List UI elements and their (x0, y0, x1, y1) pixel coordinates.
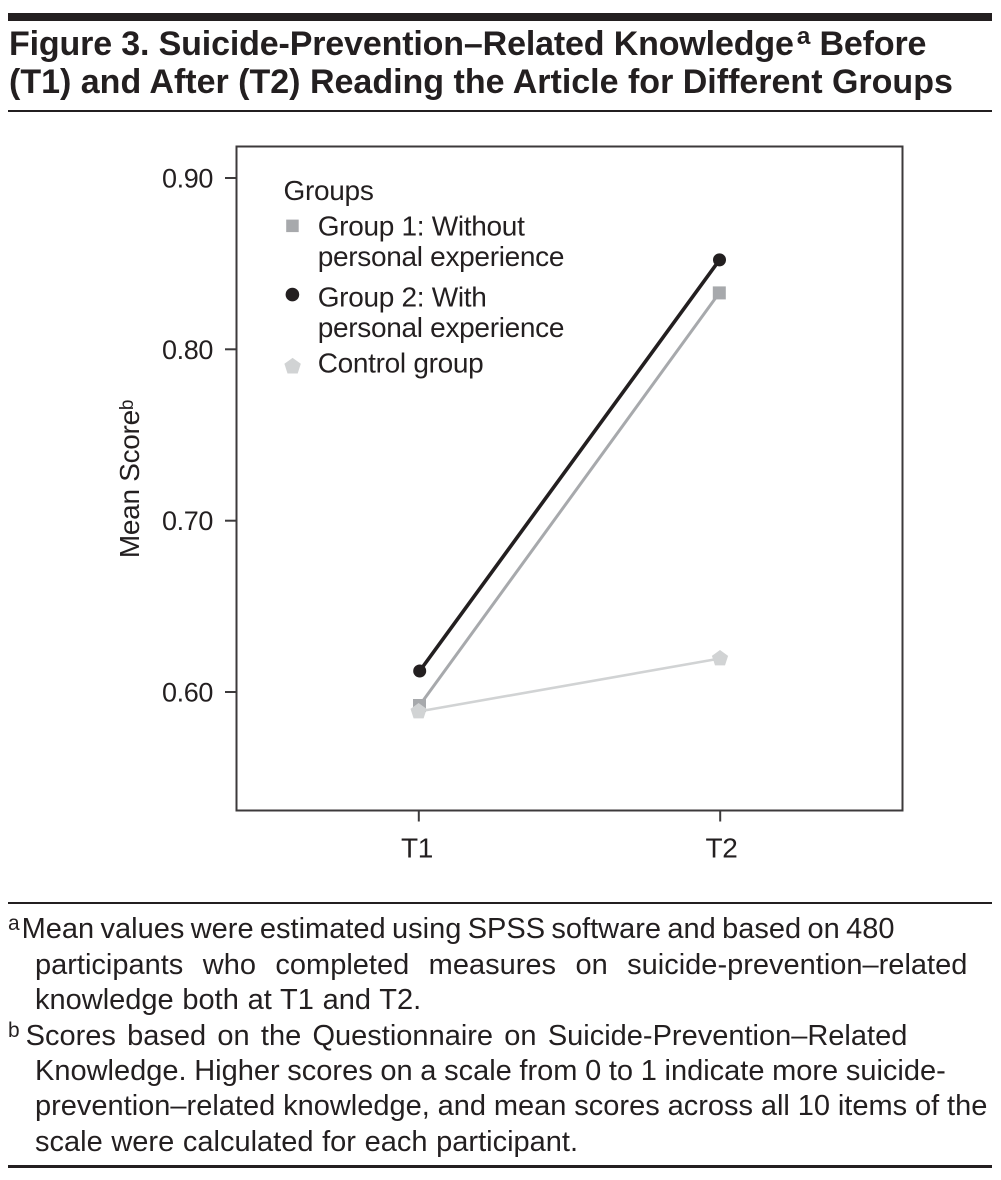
svg-text:Groups: Groups (284, 175, 374, 206)
svg-text:personal experience: personal experience (318, 312, 564, 343)
svg-text:Group 2: With: Group 2: With (318, 282, 487, 313)
svg-text:personal experience: personal experience (318, 241, 564, 272)
svg-text:T1: T1 (401, 833, 433, 864)
svg-text:Control group: Control group (318, 348, 484, 379)
svg-text:0.80: 0.80 (162, 335, 213, 365)
svg-text:Group 1: Without: Group 1: Without (318, 211, 525, 242)
svg-text:0.60: 0.60 (162, 678, 213, 708)
svg-text:0.90: 0.90 (162, 164, 213, 194)
svg-text:T2: T2 (706, 833, 738, 864)
svg-text:Mean Scoreb: Mean Scoreb (114, 400, 145, 558)
svg-text:0.70: 0.70 (162, 506, 213, 536)
